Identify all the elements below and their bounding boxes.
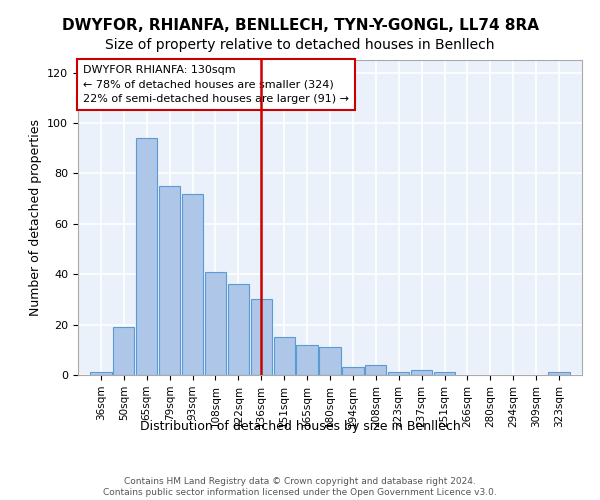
Y-axis label: Number of detached properties: Number of detached properties	[29, 119, 41, 316]
Text: DWYFOR, RHIANFA, BENLLECH, TYN-Y-GONGL, LL74 8RA: DWYFOR, RHIANFA, BENLLECH, TYN-Y-GONGL, …	[62, 18, 539, 32]
Bar	[182, 194, 203, 375]
Bar	[90, 372, 112, 375]
Bar	[205, 272, 226, 375]
Bar	[113, 327, 134, 375]
Bar	[548, 372, 570, 375]
Text: Distribution of detached houses by size in Benllech: Distribution of detached houses by size …	[140, 420, 460, 433]
Bar	[434, 372, 455, 375]
Bar	[411, 370, 432, 375]
Bar	[228, 284, 249, 375]
Text: DWYFOR RHIANFA: 130sqm
← 78% of detached houses are smaller (324)
22% of semi-de: DWYFOR RHIANFA: 130sqm ← 78% of detached…	[83, 64, 349, 104]
Bar	[274, 337, 295, 375]
Bar	[388, 372, 409, 375]
Text: Size of property relative to detached houses in Benllech: Size of property relative to detached ho…	[105, 38, 495, 52]
Bar	[159, 186, 180, 375]
Text: Contains HM Land Registry data © Crown copyright and database right 2024.
Contai: Contains HM Land Registry data © Crown c…	[103, 478, 497, 497]
Bar	[136, 138, 157, 375]
Bar	[319, 348, 341, 375]
Bar	[342, 368, 364, 375]
Bar	[251, 300, 272, 375]
Bar	[296, 345, 318, 375]
Bar	[365, 365, 386, 375]
